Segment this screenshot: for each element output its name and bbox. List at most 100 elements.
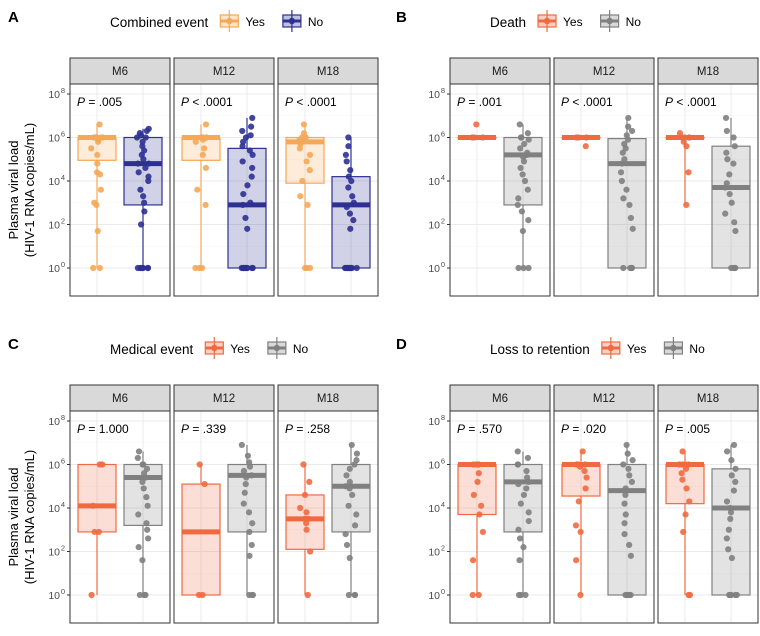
legend-label: No bbox=[626, 15, 642, 29]
data-point bbox=[244, 452, 252, 459]
legend-key-yes: Yes bbox=[601, 337, 646, 359]
legend-key-point bbox=[607, 344, 615, 352]
box-yes bbox=[665, 130, 705, 209]
data-point bbox=[345, 134, 352, 141]
box-no bbox=[711, 114, 751, 272]
box-no bbox=[607, 114, 647, 272]
y-tick-exponent: 4 bbox=[61, 500, 65, 509]
data-point bbox=[202, 164, 210, 172]
data-point bbox=[525, 136, 532, 143]
y-tick-base: 10 bbox=[428, 263, 440, 275]
data-point bbox=[679, 476, 686, 483]
data-point bbox=[192, 138, 199, 145]
data-point bbox=[202, 121, 210, 128]
data-point bbox=[523, 485, 530, 492]
facet-label: M12 bbox=[213, 66, 235, 78]
p-value: P = 1.000 bbox=[77, 422, 129, 436]
data-point bbox=[730, 160, 737, 167]
box-yes bbox=[77, 461, 117, 599]
data-point bbox=[248, 173, 255, 180]
data-point bbox=[346, 478, 353, 485]
box-no bbox=[123, 125, 163, 272]
data-point bbox=[517, 134, 525, 141]
box-yes bbox=[561, 448, 601, 599]
y-axis-label-line2: (HIV-1 RNA copies/mL) bbox=[22, 123, 37, 257]
data-point bbox=[94, 160, 101, 167]
data-point bbox=[514, 448, 521, 455]
y-tick-exponent: 0 bbox=[441, 587, 445, 596]
data-point bbox=[731, 143, 738, 150]
box-no bbox=[607, 441, 647, 599]
data-point bbox=[478, 502, 485, 509]
data-point bbox=[307, 548, 314, 555]
y-tick-label: 10 8 bbox=[48, 86, 70, 101]
data-point bbox=[723, 498, 731, 505]
data-point bbox=[583, 134, 590, 141]
y-tick-base: 10 bbox=[428, 89, 440, 101]
data-point bbox=[525, 517, 532, 525]
data-point bbox=[203, 134, 210, 141]
data-point bbox=[678, 470, 685, 477]
box-iqr bbox=[711, 145, 751, 269]
data-point bbox=[515, 526, 522, 533]
data-point bbox=[515, 195, 522, 202]
legend-key-point bbox=[226, 17, 233, 25]
data-point bbox=[514, 201, 521, 209]
facet-m6: M6 P = 1.000 bbox=[69, 384, 171, 624]
data-point bbox=[90, 134, 97, 141]
data-point bbox=[524, 186, 531, 193]
data-point bbox=[239, 158, 246, 165]
legend-title: Medical event bbox=[110, 342, 194, 357]
data-point bbox=[522, 591, 529, 599]
p-value-symbol: P bbox=[561, 422, 569, 436]
data-point bbox=[342, 531, 349, 538]
data-point bbox=[95, 528, 102, 536]
data-point bbox=[620, 461, 627, 468]
y-tick-base: 10 bbox=[48, 220, 60, 232]
y-tick-base: 10 bbox=[428, 220, 440, 232]
data-point bbox=[620, 195, 627, 202]
data-point bbox=[135, 511, 142, 518]
data-point bbox=[143, 494, 150, 501]
facet-strip bbox=[449, 57, 551, 85]
data-point bbox=[353, 264, 360, 272]
legend-key-point bbox=[543, 17, 551, 25]
data-point bbox=[516, 535, 524, 542]
y-tick-label: 10 0 bbox=[428, 587, 450, 602]
y-tick-label: 10 8 bbox=[48, 413, 70, 428]
p-value-text: = .570 bbox=[465, 422, 502, 436]
data-point bbox=[140, 485, 147, 492]
p-value-text: = 1.000 bbox=[85, 422, 129, 436]
data-point bbox=[626, 201, 633, 209]
y-tick-exponent: 0 bbox=[441, 260, 445, 269]
y-tick-base: 10 bbox=[48, 133, 60, 145]
y-tick-exponent: 4 bbox=[441, 500, 445, 509]
data-point bbox=[137, 186, 144, 193]
data-point bbox=[201, 480, 208, 488]
data-point bbox=[577, 528, 584, 536]
y-tick-base: 10 bbox=[48, 547, 60, 559]
y-tick-label: 10 8 bbox=[428, 86, 450, 101]
facet-border bbox=[173, 83, 275, 297]
data-point bbox=[246, 528, 253, 536]
p-value: P = .020 bbox=[561, 422, 606, 436]
data-point bbox=[525, 509, 532, 516]
data-point bbox=[676, 461, 683, 468]
data-point bbox=[624, 450, 631, 457]
data-point bbox=[726, 190, 733, 198]
data-point bbox=[247, 199, 254, 206]
data-point bbox=[725, 546, 732, 553]
data-point bbox=[136, 591, 144, 599]
p-value-text: < .0001 bbox=[673, 95, 717, 109]
legend-key-no: No bbox=[282, 10, 324, 32]
y-tick-exponent: 8 bbox=[61, 86, 65, 95]
box-iqr bbox=[331, 176, 371, 269]
box-no bbox=[227, 114, 267, 272]
data-point bbox=[515, 264, 522, 272]
data-point bbox=[142, 134, 149, 141]
facet-strip bbox=[553, 57, 655, 85]
plot-area bbox=[174, 84, 274, 296]
legend-title: Loss to retention bbox=[490, 342, 590, 357]
facet-strip bbox=[657, 57, 759, 85]
